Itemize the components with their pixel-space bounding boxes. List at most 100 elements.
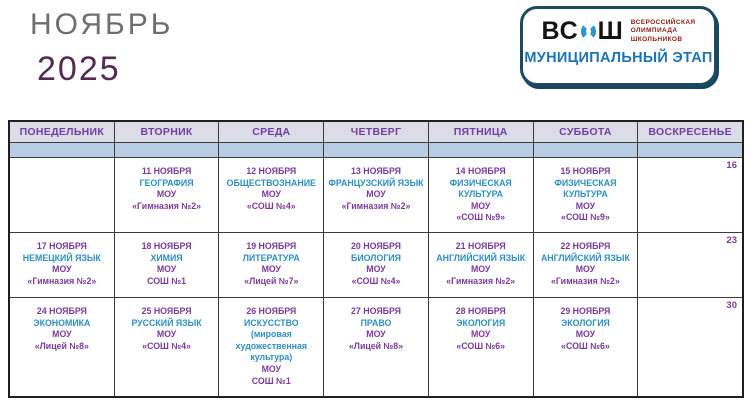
calendar-cell: 20 НОЯБРЯ БИОЛОГИЯ МОУ «СОШ №4» [324,233,428,297]
event-subject: БИОЛОГИЯ [351,252,401,263]
event-subject: АНГЛИЙСКИЙ ЯЗЫК [436,252,526,263]
event-subject: НЕМЕЦКИЙ ЯЗЫК [22,252,101,263]
calendar-cell: 11 НОЯБРЯ ГЕОГРАФИЯ МОУ «Гимназия №2» [114,158,219,232]
schedule-calendar: ПОНЕДЕЛЬНИК ВТОРНИК СРЕДА ЧЕТВЕРГ ПЯТНИЦА СУБ… [8,120,744,398]
event-org: МОУ [470,264,491,275]
calendar-cell: 14 НОЯБРЯ ФИЗИЧЕСКАЯ КУЛЬТУРА МОУ «СОШ №9» [428,158,533,232]
event-org: МОУ [575,200,596,211]
event-org: МОУ [52,264,72,275]
event-org: МОУ [261,189,281,200]
day-header-0: ПОНЕДЕЛЬНИК [10,122,114,142]
spacer-cell [638,143,742,157]
event-org: МОУ [575,329,596,340]
event-date: 15 НОЯБРЯ [560,166,611,176]
event-subject: ЛИТЕРАТУРА [242,252,300,263]
event-school: «Лицей №8» [348,340,404,351]
event-org: МОУ [575,264,596,275]
event-date: 24 НОЯБРЯ [36,306,87,316]
event-school: «Гимназия №2» [446,275,516,286]
event-subject: ЭКОНОМИКА [33,317,91,328]
event-school: «Лицей №7» [244,275,299,286]
event-school: «СОШ №6» [456,340,506,351]
event-date: 13 НОЯБРЯ [351,166,401,176]
event-date: 14 НОЯБРЯ [455,166,506,176]
calendar-cell: 21 НОЯБРЯ АНГЛИЙСКИЙ ЯЗЫК МОУ «Гимназия №2» [428,233,533,297]
event-date: 21 НОЯБРЯ [455,241,506,251]
day-header-2: СРЕДА [219,122,324,142]
split-o-icon [580,23,596,41]
calendar-cell: 19 НОЯБРЯ ЛИТЕРАТУРА МОУ «Лицей №7» [219,233,324,297]
calendar-cell: 27 НОЯБРЯ ПРАВО МОУ «Лицей №8» [324,298,428,396]
event-date: 18 НОЯБРЯ [141,241,192,251]
event-subject: ФИЗИЧЕСКАЯ КУЛЬТУРА [554,177,617,200]
logo-tagline-line3: ШКОЛЬНИКОВ [630,35,683,43]
day-number: 23 [726,235,737,246]
event-school: «СОШ №6» [561,340,610,351]
event-school: «СОШ №9» [456,212,506,223]
calendar-cell: 22 НОЯБРЯ АНГЛИЙСКИЙ ЯЗЫК МОУ «Гимназия №2» [533,233,638,297]
event-org: МОУ [470,329,491,340]
spacer-cell [219,143,324,157]
event-subject: ГЕОГРАФИЯ [139,177,194,188]
calendar-cell: 30 [638,298,742,396]
calendar-cell: 13 НОЯБРЯ ФРАНЦУЗСКИЙ ЯЗЫК МОУ «Гимназия №2… [324,158,428,232]
event-school: «Гимназия №2» [341,200,411,211]
event-subject: ПРАВО [360,317,392,328]
calendar-cell: 29 НОЯБРЯ ЭКОЛОГИЯ МОУ «СОШ №6» [533,298,638,396]
event-school: СОШ №1 [251,375,291,386]
event-org: МОУ [366,189,386,200]
event-subject: РУССКИЙ ЯЗЫК [131,317,202,328]
event-subject: ОБЩЕСТВОЗНАНИЕ [226,177,316,188]
calendar-cell: 24 НОЯБРЯ ЭКОНОМИКА МОУ «Лицей №8» [10,298,114,396]
year-title: 2025 [37,50,121,88]
month-title: НОЯБРЬ [30,8,174,41]
spacer-cell [428,143,533,157]
event-org: МОУ [261,264,281,275]
event-note: (мировая художественная культура) [235,329,307,363]
logo-acronym-left: ВС [541,17,579,46]
event-org: МОУ [52,329,72,340]
event-date: 22 НОЯБРЯ [560,241,611,251]
event-date: 12 НОЯБРЯ [246,166,297,176]
event-subject: ХИМИЯ [150,252,183,263]
calendar-cell: 25 НОЯБРЯ РУССКИЙ ЯЗЫК МОУ «СОШ №4» [114,298,219,396]
calendar-cell: 12 НОЯБРЯ ОБЩЕСТВОЗНАНИЕ МОУ «СОШ №4» [219,158,324,232]
event-date: 27 НОЯБРЯ [351,306,401,316]
spacer-cell [114,143,219,157]
calendar-cell: 23 [638,233,742,297]
logo-tagline: ВСЕРОССИЙСКАЯ ОЛИМПИАДА ШКОЛЬНИКОВ [631,19,696,44]
event-date: 17 НОЯБРЯ [36,241,87,251]
event-subject: ФРАНЦУЗСКИЙ ЯЗЫК [328,177,424,188]
calendar-cell [10,158,114,232]
event-school: «СОШ №4» [246,200,296,211]
event-org: МОУ [156,329,177,340]
event-school: «Гимназия №2» [551,275,620,286]
event-date: 20 НОЯБРЯ [351,241,401,251]
logo-stage-label: МУНИЦИПАЛЬНЫЙ ЭТАП [524,50,713,67]
event-date: 25 НОЯБРЯ [141,306,192,316]
calendar-cell: 17 НОЯБРЯ НЕМЕЦКИЙ ЯЗЫК МОУ «Гимназия №2» [10,233,114,297]
event-org: МОУ [261,364,281,375]
event-school: «СОШ №4» [351,275,401,286]
vsosh-logo: ВС Ш ВСЕРОССИЙСКАЯ ОЛИМПИАДА ШКОЛЬНИКОВ М… [520,6,717,86]
event-subject: ИСКУССТВО [243,317,299,328]
spacer-cell [10,143,114,157]
logo-acronym: ВС Ш [541,19,623,44]
spacer-cell [533,143,638,157]
day-number: 30 [726,300,737,311]
calendar-cell: 28 НОЯБРЯ ЭКОЛОГИЯ МОУ «СОШ №6» [428,298,533,396]
spacer-cell [324,143,428,157]
day-number: 16 [726,160,737,171]
event-subject: ЭКОЛОГИЯ [560,317,610,328]
event-school: «Лицей №8» [34,340,89,351]
event-subject: АНГЛИЙСКИЙ ЯЗЫК [540,252,630,263]
event-school: СОШ №1 [147,275,187,286]
calendar-cell: 15 НОЯБРЯ ФИЗИЧЕСКАЯ КУЛЬТУРА МОУ «СОШ №9» [533,158,638,232]
day-header-6: ВОСКРЕСЕНЬЕ [638,122,742,142]
event-org: МОУ [366,329,386,340]
calendar-cell: 18 НОЯБРЯ ХИМИЯ МОУ СОШ №1 [114,233,219,297]
calendar-cell: 26 НОЯБРЯ ИСКУССТВО (мировая художественна… [219,298,324,396]
logo-acronym-right: Ш [597,17,624,46]
event-school: «СОШ №9» [561,212,610,223]
